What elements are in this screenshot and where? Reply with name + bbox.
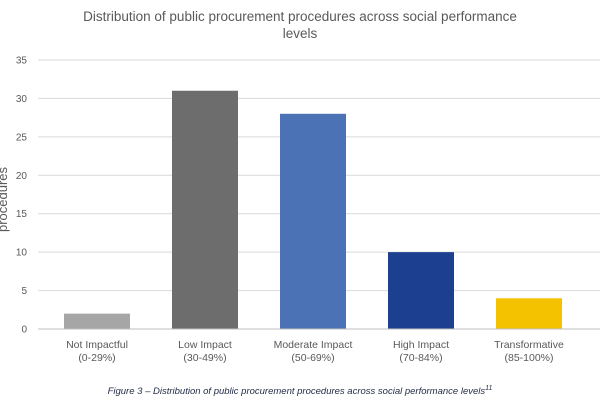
y-axis-label-group: procedures	[0, 166, 10, 232]
y-tick-label-15: 15	[16, 209, 28, 220]
y-tick-label-0: 0	[21, 325, 27, 336]
y-axis-tick-labels: 0 5 10 15 20 25 30 35	[16, 56, 28, 336]
x-tick-label-2: Low Impact (30-49%)	[178, 339, 232, 364]
bar-series	[64, 90, 562, 329]
chart-title: Distribution of public procurement proce…	[83, 9, 517, 41]
bar-3	[280, 113, 346, 329]
x-tick-label-2-line-2: (30-49%)	[183, 352, 226, 364]
y-tick-label-35: 35	[16, 56, 28, 67]
x-tick-label-4-line-2: (70-84%)	[399, 352, 442, 364]
figure-caption-text: Figure 3 – Distribution of public procur…	[107, 386, 486, 398]
x-tick-label-2-line-1: Low Impact	[178, 339, 232, 351]
y-tick-label-5: 5	[21, 286, 27, 297]
bar-5	[496, 298, 562, 329]
figure-caption: Figure 3 – Distribution of public procur…	[0, 385, 600, 397]
y-axis-label: procedures	[0, 166, 10, 232]
x-tick-label-1-line-2: (0-29%)	[78, 352, 115, 364]
y-tick-label-25: 25	[16, 132, 28, 143]
x-tick-label-1: Not Impactful (0-29%)	[66, 339, 128, 364]
bar-1	[64, 313, 130, 329]
x-tick-label-5: Transformative (85-100%)	[494, 339, 564, 364]
x-tick-label-4: High Impact (70-84%)	[393, 339, 449, 364]
bar-4	[388, 252, 454, 329]
x-tick-label-3-line-2: (50-69%)	[291, 352, 334, 364]
x-tick-label-3: Moderate Impact (50-69%)	[274, 339, 353, 364]
y-tick-label-20: 20	[16, 171, 28, 182]
x-tick-label-5-line-2: (85-100%)	[504, 352, 553, 364]
x-tick-label-1-line-1: Not Impactful	[66, 339, 128, 351]
figure-caption-footnote: 11	[485, 385, 493, 392]
x-tick-label-4-line-1: High Impact	[393, 339, 449, 351]
bar-2	[172, 90, 238, 329]
chart-title-line-1: Distribution of public procurement proce…	[83, 9, 517, 24]
y-tick-label-10: 10	[16, 248, 28, 259]
x-tick-label-5-line-1: Transformative	[494, 339, 564, 351]
x-axis-tick-labels: Not Impactful (0-29%) Low Impact (30-49%) Mo…	[66, 339, 564, 364]
chart-title-line-2: levels	[283, 26, 318, 41]
y-tick-label-30: 30	[16, 94, 28, 105]
x-tick-label-3-line-1: Moderate Impact	[274, 339, 353, 351]
